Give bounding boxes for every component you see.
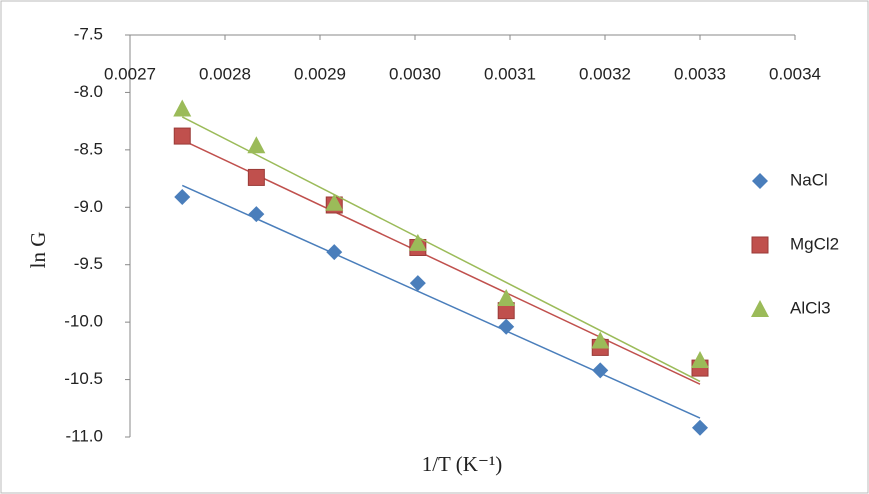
marker	[408, 233, 427, 251]
x-tick-label: 0.0033	[674, 64, 726, 83]
y-tick-label: -8.0	[74, 82, 103, 101]
legend-label: NaCl	[790, 170, 828, 189]
marker	[691, 351, 709, 369]
y-tick-label: -7.5	[74, 24, 103, 43]
y-tick-label: -10.0	[64, 312, 103, 331]
x-tick-label: 0.0029	[294, 64, 346, 83]
x-tick-label: 0.0027	[104, 64, 156, 83]
x-tick-label: 0.0034	[769, 64, 821, 83]
marker	[173, 127, 191, 145]
legend-label: MgCl2	[790, 234, 839, 253]
trendline	[181, 184, 701, 419]
marker	[248, 206, 265, 223]
marker	[173, 99, 192, 117]
legend-marker	[752, 173, 768, 189]
y-axis-title: ln G	[26, 232, 50, 269]
x-tick-label: 0.0031	[484, 64, 536, 83]
marker	[592, 362, 609, 379]
marker	[498, 318, 515, 335]
marker	[326, 244, 343, 261]
y-tick-label: -8.5	[74, 139, 103, 158]
marker	[692, 419, 708, 436]
marker	[497, 289, 516, 307]
legend-marker	[751, 236, 769, 254]
x-tick-label: 0.0028	[199, 64, 251, 83]
y-tick-label: -9.5	[74, 254, 103, 273]
x-tick-label: 0.0032	[579, 64, 631, 83]
marker	[409, 275, 426, 292]
marker	[591, 331, 610, 349]
y-tick-label: -10.5	[64, 369, 103, 388]
x-tick-label: 0.0030	[389, 64, 441, 83]
legend-label: AlCl3	[790, 298, 831, 317]
marker	[325, 193, 344, 211]
marker	[247, 136, 266, 154]
y-tick-label: -11.0	[66, 426, 104, 445]
trendline	[181, 116, 701, 383]
y-tick-label: -9.0	[74, 197, 103, 216]
legend-marker	[751, 300, 769, 317]
trendline	[181, 139, 701, 385]
x-axis-title: 1/T (K⁻¹)	[422, 452, 503, 476]
marker	[247, 168, 265, 186]
marker	[174, 188, 191, 205]
